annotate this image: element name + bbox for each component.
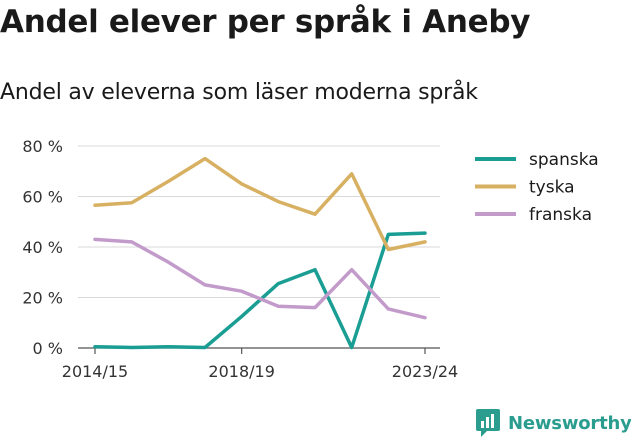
x-axis: 2014/15 2018/19 2023/24 [62, 348, 458, 381]
y-tick-label: 40 % [22, 238, 63, 257]
chart-title: Andel elever per språk i Aneby [0, 4, 531, 40]
x-tick-label: 2014/15 [62, 362, 128, 381]
series-lines [93, 156, 427, 350]
legend: spanska tyska franska [475, 150, 599, 225]
legend-label-spanska: spanska [529, 150, 599, 170]
series-line-tyska [93, 156, 427, 252]
brand-name: Newsworthy [508, 412, 631, 434]
x-tick-label: 2023/24 [392, 362, 458, 381]
legend-label-franska: franska [529, 205, 592, 225]
series-line-franska [93, 237, 427, 320]
newsworthy-brand: Newsworthy [476, 408, 631, 438]
y-tick-label: 0 % [33, 339, 63, 358]
y-tick-label: 80 % [22, 137, 63, 156]
chart-subtitle: Andel av eleverna som läser moderna språ… [0, 80, 478, 105]
legend-label-tyska: tyska [529, 178, 575, 198]
y-tick-label: 20 % [22, 289, 63, 308]
y-tick-label: 60 % [22, 188, 63, 207]
x-tick-label: 2018/19 [208, 362, 274, 381]
newsworthy-logo-icon [476, 409, 500, 437]
y-axis-ticks: 0 % 20 % 40 % 60 % 80 % [22, 137, 63, 358]
